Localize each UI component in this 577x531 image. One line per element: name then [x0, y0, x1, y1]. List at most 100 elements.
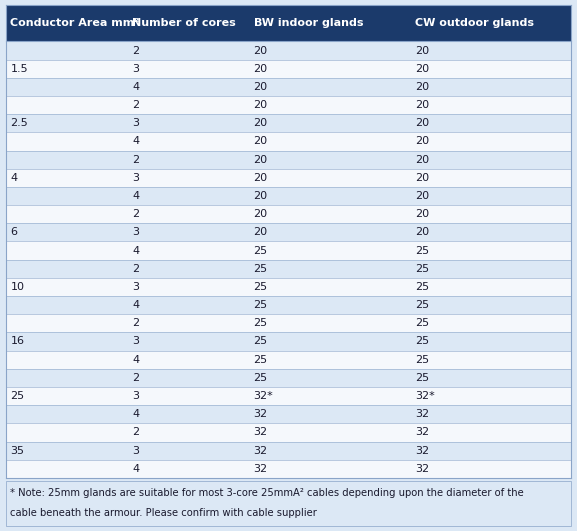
Text: 20: 20 — [253, 64, 268, 74]
Text: 20: 20 — [415, 100, 429, 110]
Text: 25: 25 — [415, 355, 429, 365]
Text: 32*: 32* — [415, 391, 434, 401]
Text: 2: 2 — [132, 318, 139, 328]
Text: 25: 25 — [415, 282, 429, 292]
Text: 20: 20 — [253, 118, 268, 129]
Text: 4: 4 — [132, 191, 139, 201]
FancyBboxPatch shape — [6, 296, 571, 314]
Text: 25: 25 — [253, 373, 268, 383]
Text: 3: 3 — [132, 173, 139, 183]
Text: 2: 2 — [132, 209, 139, 219]
Text: 25: 25 — [253, 337, 268, 347]
Text: 3: 3 — [132, 282, 139, 292]
Text: 20: 20 — [253, 46, 268, 56]
Text: 25: 25 — [10, 391, 24, 401]
Text: 3: 3 — [132, 227, 139, 237]
Text: 25: 25 — [415, 373, 429, 383]
FancyBboxPatch shape — [6, 187, 571, 205]
Text: 2: 2 — [132, 264, 139, 274]
Text: 20: 20 — [415, 173, 429, 183]
Text: 6: 6 — [10, 227, 17, 237]
Text: 32: 32 — [415, 446, 429, 456]
Text: 20: 20 — [253, 173, 268, 183]
Text: 20: 20 — [415, 118, 429, 129]
Text: 32: 32 — [253, 409, 268, 419]
Text: 2: 2 — [132, 373, 139, 383]
Text: 32: 32 — [415, 409, 429, 419]
Text: 20: 20 — [415, 82, 429, 92]
FancyBboxPatch shape — [6, 242, 571, 260]
FancyBboxPatch shape — [6, 96, 571, 114]
Text: 32: 32 — [415, 427, 429, 438]
Text: 4: 4 — [10, 173, 17, 183]
Text: 3: 3 — [132, 64, 139, 74]
FancyBboxPatch shape — [6, 78, 571, 96]
FancyBboxPatch shape — [6, 205, 571, 224]
FancyBboxPatch shape — [6, 442, 571, 460]
FancyBboxPatch shape — [6, 369, 571, 387]
Text: 4: 4 — [132, 355, 139, 365]
Text: 20: 20 — [253, 155, 268, 165]
Text: 25: 25 — [253, 355, 268, 365]
Text: 20: 20 — [415, 209, 429, 219]
Text: 4: 4 — [132, 245, 139, 255]
Text: 25: 25 — [253, 318, 268, 328]
Text: 25: 25 — [253, 300, 268, 310]
Text: 2: 2 — [132, 100, 139, 110]
Text: 3: 3 — [132, 118, 139, 129]
Text: 20: 20 — [253, 136, 268, 147]
FancyBboxPatch shape — [6, 132, 571, 151]
Text: 20: 20 — [415, 136, 429, 147]
FancyBboxPatch shape — [6, 314, 571, 332]
Text: 25: 25 — [253, 282, 268, 292]
Text: 20: 20 — [253, 209, 268, 219]
FancyBboxPatch shape — [6, 423, 571, 442]
Text: 32: 32 — [253, 446, 268, 456]
Text: 3: 3 — [132, 446, 139, 456]
Text: 16: 16 — [10, 337, 24, 347]
Text: 4: 4 — [132, 409, 139, 419]
Text: 20: 20 — [253, 227, 268, 237]
Text: 25: 25 — [415, 264, 429, 274]
Text: 32: 32 — [253, 427, 268, 438]
FancyBboxPatch shape — [6, 224, 571, 242]
Text: 4: 4 — [132, 464, 139, 474]
Text: 32*: 32* — [253, 391, 273, 401]
Text: 20: 20 — [415, 191, 429, 201]
Text: 25: 25 — [415, 300, 429, 310]
Text: 20: 20 — [415, 155, 429, 165]
Text: 2.5: 2.5 — [10, 118, 28, 129]
FancyBboxPatch shape — [6, 278, 571, 296]
Text: 20: 20 — [415, 227, 429, 237]
Text: cable beneath the armour. Please confirm with cable supplier: cable beneath the armour. Please confirm… — [10, 508, 317, 518]
FancyBboxPatch shape — [6, 114, 571, 132]
Text: CW outdoor glands: CW outdoor glands — [415, 19, 534, 28]
FancyBboxPatch shape — [6, 460, 571, 478]
Text: 4: 4 — [132, 136, 139, 147]
FancyBboxPatch shape — [6, 350, 571, 369]
FancyBboxPatch shape — [6, 260, 571, 278]
Text: 25: 25 — [415, 245, 429, 255]
Text: 20: 20 — [253, 82, 268, 92]
Text: Conductor Area mm²: Conductor Area mm² — [10, 19, 140, 28]
Text: 32: 32 — [415, 464, 429, 474]
Text: 2: 2 — [132, 46, 139, 56]
Text: 25: 25 — [253, 245, 268, 255]
Text: 20: 20 — [253, 191, 268, 201]
FancyBboxPatch shape — [6, 5, 571, 41]
Text: 20: 20 — [253, 100, 268, 110]
Text: 20: 20 — [415, 46, 429, 56]
Text: 25: 25 — [415, 318, 429, 328]
Text: 4: 4 — [132, 300, 139, 310]
FancyBboxPatch shape — [6, 59, 571, 78]
Text: 35: 35 — [10, 446, 24, 456]
Text: 3: 3 — [132, 391, 139, 401]
Text: 25: 25 — [415, 337, 429, 347]
FancyBboxPatch shape — [6, 41, 571, 59]
FancyBboxPatch shape — [6, 151, 571, 169]
Text: 32: 32 — [253, 464, 268, 474]
Text: 20: 20 — [415, 64, 429, 74]
Text: 25: 25 — [253, 264, 268, 274]
Text: BW indoor glands: BW indoor glands — [253, 19, 363, 28]
Text: 2: 2 — [132, 427, 139, 438]
